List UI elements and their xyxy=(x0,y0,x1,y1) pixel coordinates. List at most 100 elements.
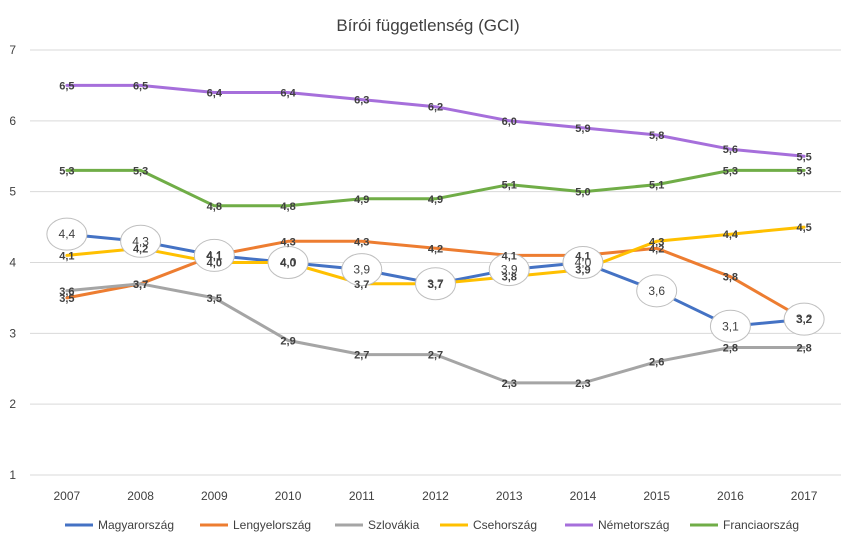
legend-label: Németország xyxy=(598,518,669,532)
data-label: 4,4 xyxy=(723,229,739,241)
data-label: 4,1 xyxy=(502,250,517,262)
data-label-bubble xyxy=(562,246,604,279)
data-label: 4,9 xyxy=(354,194,369,206)
data-label: 5,3 xyxy=(723,165,738,177)
data-label: 5,8 xyxy=(649,130,664,142)
x-tick-label: 2016 xyxy=(717,489,744,503)
series-line-2 xyxy=(65,282,806,385)
legend-label: Csehország xyxy=(473,518,537,532)
data-label-bubble xyxy=(415,267,456,301)
data-label: 4,4 xyxy=(59,227,76,241)
data-label: 3,8 xyxy=(502,272,517,284)
data-label: 4,0 xyxy=(280,258,295,270)
data-label: 4,0 xyxy=(207,258,222,270)
x-tick-label: 2008 xyxy=(127,489,154,503)
data-label: 6,3 xyxy=(354,95,369,107)
data-label: 3,6 xyxy=(648,284,665,298)
data-label: 6,4 xyxy=(207,88,223,100)
data-label: 3,8 xyxy=(723,272,738,284)
data-label-bubble xyxy=(193,238,235,272)
data-label: 3,7 xyxy=(428,279,443,291)
y-tick-label: 2 xyxy=(9,397,16,411)
data-label: 4,0 xyxy=(280,256,297,270)
x-tick-label: 2015 xyxy=(643,489,670,503)
data-label: 4,1 xyxy=(206,248,223,262)
data-label: 4,1 xyxy=(59,250,74,262)
x-tick-label: 2013 xyxy=(496,489,523,503)
data-label: 3,9 xyxy=(501,263,518,277)
y-tick-label: 6 xyxy=(9,114,16,128)
data-label: 3,5 xyxy=(207,293,222,305)
data-label: 6,0 xyxy=(502,116,517,128)
series-line-5 xyxy=(65,168,806,208)
data-label: 6,5 xyxy=(133,80,148,92)
data-label: 5,3 xyxy=(796,165,811,177)
data-label: 2,7 xyxy=(428,350,443,362)
data-label: 5,6 xyxy=(723,144,738,156)
data-label: 2,8 xyxy=(796,343,811,355)
series-line-4 xyxy=(65,83,806,158)
data-label: 3,2 xyxy=(796,312,813,326)
data-label: 3,1 xyxy=(722,319,739,333)
data-label: 5,5 xyxy=(796,151,811,163)
data-label: 4,8 xyxy=(280,201,295,213)
data-label: 6,2 xyxy=(428,102,443,114)
y-tick-label: 1 xyxy=(9,468,16,482)
x-tick-label: 2010 xyxy=(275,489,302,503)
data-label: 3,7 xyxy=(427,277,444,291)
data-label: 2,3 xyxy=(575,378,590,390)
y-tick-label: 3 xyxy=(9,326,16,340)
series-line-1 xyxy=(65,239,806,321)
data-label: 4,2 xyxy=(649,243,664,255)
data-label: 3,9 xyxy=(575,265,590,277)
data-label: 4,5 xyxy=(796,222,811,234)
legend-label: Magyarország xyxy=(98,518,174,532)
data-label-bubble xyxy=(709,309,751,343)
data-label-bubble xyxy=(783,302,825,336)
data-label: 4,2 xyxy=(428,243,443,255)
data-label: 4,3 xyxy=(649,236,664,248)
legend-label: Lengyelország xyxy=(233,518,311,532)
data-label: 3,7 xyxy=(133,279,148,291)
data-label: 4,3 xyxy=(354,236,369,248)
data-label: 5,0 xyxy=(575,187,590,199)
x-tick-label: 2017 xyxy=(791,489,818,503)
data-label-bubble xyxy=(267,246,309,279)
legend-label: Franciaország xyxy=(723,518,799,532)
data-label: 4,3 xyxy=(132,234,149,248)
data-label: 2,7 xyxy=(354,350,369,362)
data-label: 6,5 xyxy=(59,80,74,92)
data-label-bubble xyxy=(120,224,162,258)
y-tick-label: 4 xyxy=(9,256,16,270)
data-label: 3,6 xyxy=(59,286,74,298)
data-label: 4,1 xyxy=(207,250,222,262)
data-label-bubble xyxy=(341,253,383,287)
data-label: 4,0 xyxy=(575,256,592,270)
data-label: 5,9 xyxy=(575,123,590,135)
x-tick-label: 2007 xyxy=(54,489,81,503)
data-label: 5,1 xyxy=(502,180,517,192)
data-label-bubble xyxy=(46,217,88,251)
data-label: 2,8 xyxy=(723,343,738,355)
y-tick-label: 7 xyxy=(9,43,16,57)
x-tick-label: 2014 xyxy=(570,489,597,503)
data-label: 5,3 xyxy=(59,165,74,177)
data-label-bubble xyxy=(488,253,530,287)
data-label: 2,6 xyxy=(649,357,664,369)
gridlines xyxy=(30,49,841,476)
data-label: 3,9 xyxy=(353,263,370,277)
data-label: 6,4 xyxy=(280,88,296,100)
data-label: 4,3 xyxy=(280,236,295,248)
x-tick-label: 2012 xyxy=(422,489,449,503)
data-label: 4,9 xyxy=(428,194,443,206)
data-label: 3,7 xyxy=(354,279,369,291)
x-tick-label: 2011 xyxy=(349,489,375,503)
data-label-bubble xyxy=(636,274,678,308)
y-axis-ticks: 1 2 3 4 5 6 7 xyxy=(9,43,16,482)
legend-label: Szlovákia xyxy=(368,518,420,532)
data-label: 3,2 xyxy=(796,314,811,326)
data-label: 5,3 xyxy=(133,165,148,177)
x-tick-label: 2009 xyxy=(201,489,228,503)
